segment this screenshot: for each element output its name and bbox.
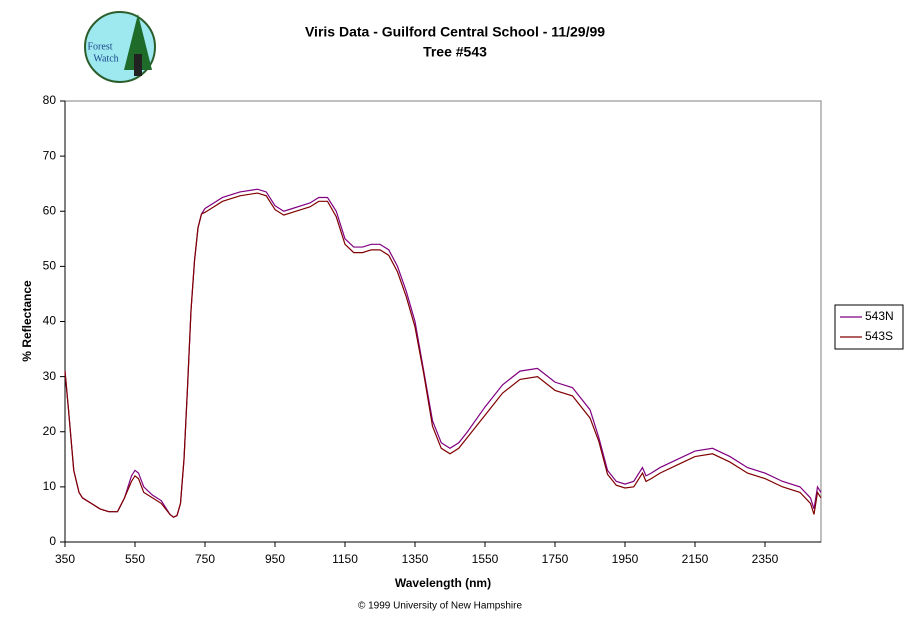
x-tick-label: 950 (265, 552, 285, 566)
x-tick-label: 550 (125, 552, 145, 566)
footer: © 1999 University of New Hampshire (358, 601, 523, 612)
y-tick-label: 20 (43, 424, 57, 438)
legend (834, 304, 904, 350)
x-axis-label: Wavelength (nm) (395, 576, 491, 590)
y-tick-label: 50 (43, 259, 57, 273)
y-axis-label: % Reflectance (20, 280, 34, 362)
y-tick-label: 40 (43, 314, 57, 328)
y-tick-label: 10 (43, 479, 57, 493)
x-tick-label: 1150 (332, 552, 358, 566)
plot-area (64, 100, 822, 543)
x-tick-label: 1750 (542, 552, 569, 566)
legend-label: 543N (865, 309, 894, 323)
logo-text: Watch (93, 53, 118, 64)
series-line (64, 188, 822, 518)
y-tick-label: 0 (49, 534, 56, 548)
y-tick-label: 80 (43, 93, 57, 107)
y-tick-label: 70 (43, 148, 57, 162)
x-tick-label: 1350 (402, 552, 429, 566)
y-tick-label: 30 (43, 369, 57, 383)
logo: Forest Watch (84, 11, 156, 83)
x-tick-label: 750 (195, 552, 215, 566)
legend-label: 543S (865, 329, 893, 343)
chart-subtitle: Tree #543 (423, 44, 487, 60)
x-tick-label: 1550 (472, 552, 499, 566)
x-tick-label: 350 (55, 552, 75, 566)
series-line (64, 192, 822, 518)
y-tick-label: 60 (43, 203, 57, 217)
logo-text: Forest (88, 41, 113, 52)
x-tick-label: 2150 (682, 552, 709, 566)
chart-title: Viris Data - Guilford Central School - 1… (305, 24, 605, 40)
x-tick-label: 1950 (612, 552, 639, 566)
x-tick-label: 2350 (752, 552, 779, 566)
